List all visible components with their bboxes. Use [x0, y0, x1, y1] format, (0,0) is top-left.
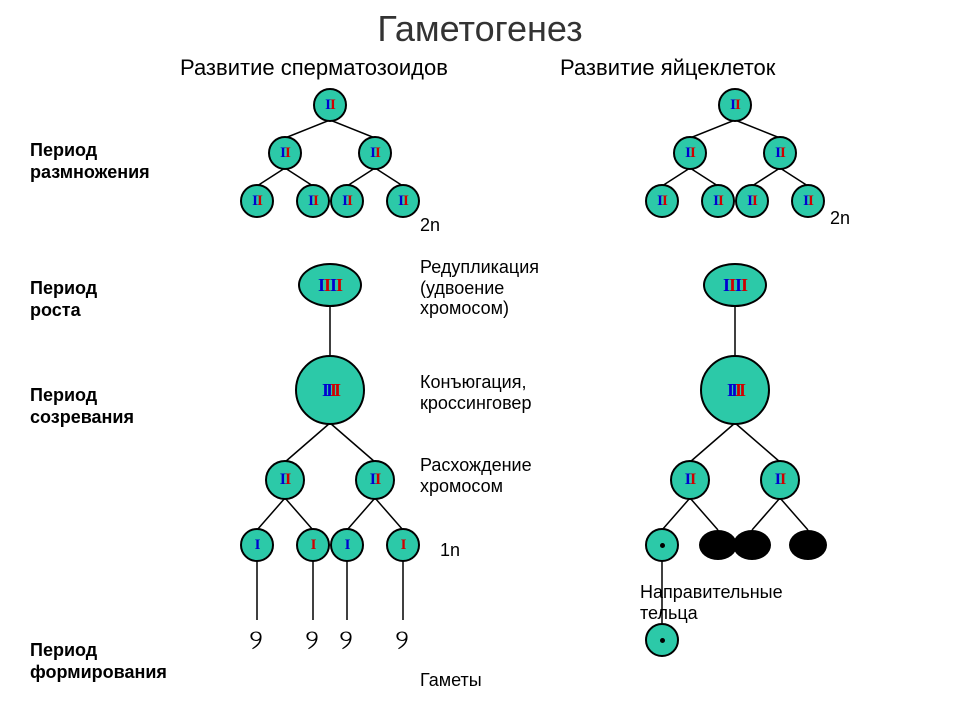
- polar-body-3-egg: [789, 530, 827, 560]
- p3-big-sperm: IIII: [295, 355, 365, 425]
- annot-conj: Конъюгация,кроссинговер: [420, 372, 531, 413]
- period-4-label: Периодформирования: [30, 640, 167, 683]
- p1-b0-sperm: II: [240, 184, 274, 218]
- p3-big-egg: IIII: [700, 355, 770, 425]
- period-2-label: Периодроста: [30, 278, 97, 321]
- subtitle-sperm: Развитие сперматозоидов: [180, 55, 448, 81]
- p3-m2-0-egg: [645, 528, 679, 562]
- p3-m2-2-sperm: I: [330, 528, 364, 562]
- p4-egg: [645, 623, 679, 657]
- annot-gametes: Гаметы: [420, 670, 482, 691]
- sperm-gamete-3: ୨: [395, 625, 409, 657]
- p3-m1R-egg: II: [760, 460, 800, 500]
- annot-polar: Направительныетельца: [640, 582, 783, 623]
- p1-m1-egg: II: [673, 136, 707, 170]
- p1-b3-egg: II: [791, 184, 825, 218]
- p3-m1L-egg: II: [670, 460, 710, 500]
- polar-body-2-egg: [733, 530, 771, 560]
- connector-lines: [0, 0, 960, 720]
- annot-2n-left: 2n: [420, 215, 440, 236]
- period-1-label: Периодразмножения: [30, 140, 150, 183]
- p1-m2-sperm: II: [358, 136, 392, 170]
- p1-m2-egg: II: [763, 136, 797, 170]
- p2-growth-egg: IIII: [703, 263, 767, 307]
- period-3-label: Периодсозревания: [30, 385, 134, 428]
- p3-m1L-sperm: II: [265, 460, 305, 500]
- sperm-gamete-0: ୨: [249, 625, 263, 657]
- p1-top-egg: II: [718, 88, 752, 122]
- annot-1n: 1n: [440, 540, 460, 561]
- annot-redup: Редупликация(удвоениехромосом): [420, 257, 539, 319]
- p2-growth-sperm: IIII: [298, 263, 362, 307]
- polar-body-1-egg: [699, 530, 737, 560]
- p3-m2-0-sperm: I: [240, 528, 274, 562]
- sperm-gamete-2: ୨: [339, 625, 353, 657]
- p1-b1-egg: II: [701, 184, 735, 218]
- p1-b0-egg: II: [645, 184, 679, 218]
- p3-m2-3-sperm: I: [386, 528, 420, 562]
- sperm-gamete-1: ୨: [305, 625, 319, 657]
- p1-m1-sperm: II: [268, 136, 302, 170]
- page-title: Гаметогенез: [0, 8, 960, 50]
- p1-b2-sperm: II: [330, 184, 364, 218]
- annot-diverge: Расхождениехромосом: [420, 455, 532, 496]
- p1-b1-sperm: II: [296, 184, 330, 218]
- annot-2n-right: 2n: [830, 208, 850, 229]
- p1-b3-sperm: II: [386, 184, 420, 218]
- p1-top-sperm: II: [313, 88, 347, 122]
- p3-m1R-sperm: II: [355, 460, 395, 500]
- p3-m2-1-sperm: I: [296, 528, 330, 562]
- subtitle-egg: Развитие яйцеклеток: [560, 55, 775, 81]
- p1-b2-egg: II: [735, 184, 769, 218]
